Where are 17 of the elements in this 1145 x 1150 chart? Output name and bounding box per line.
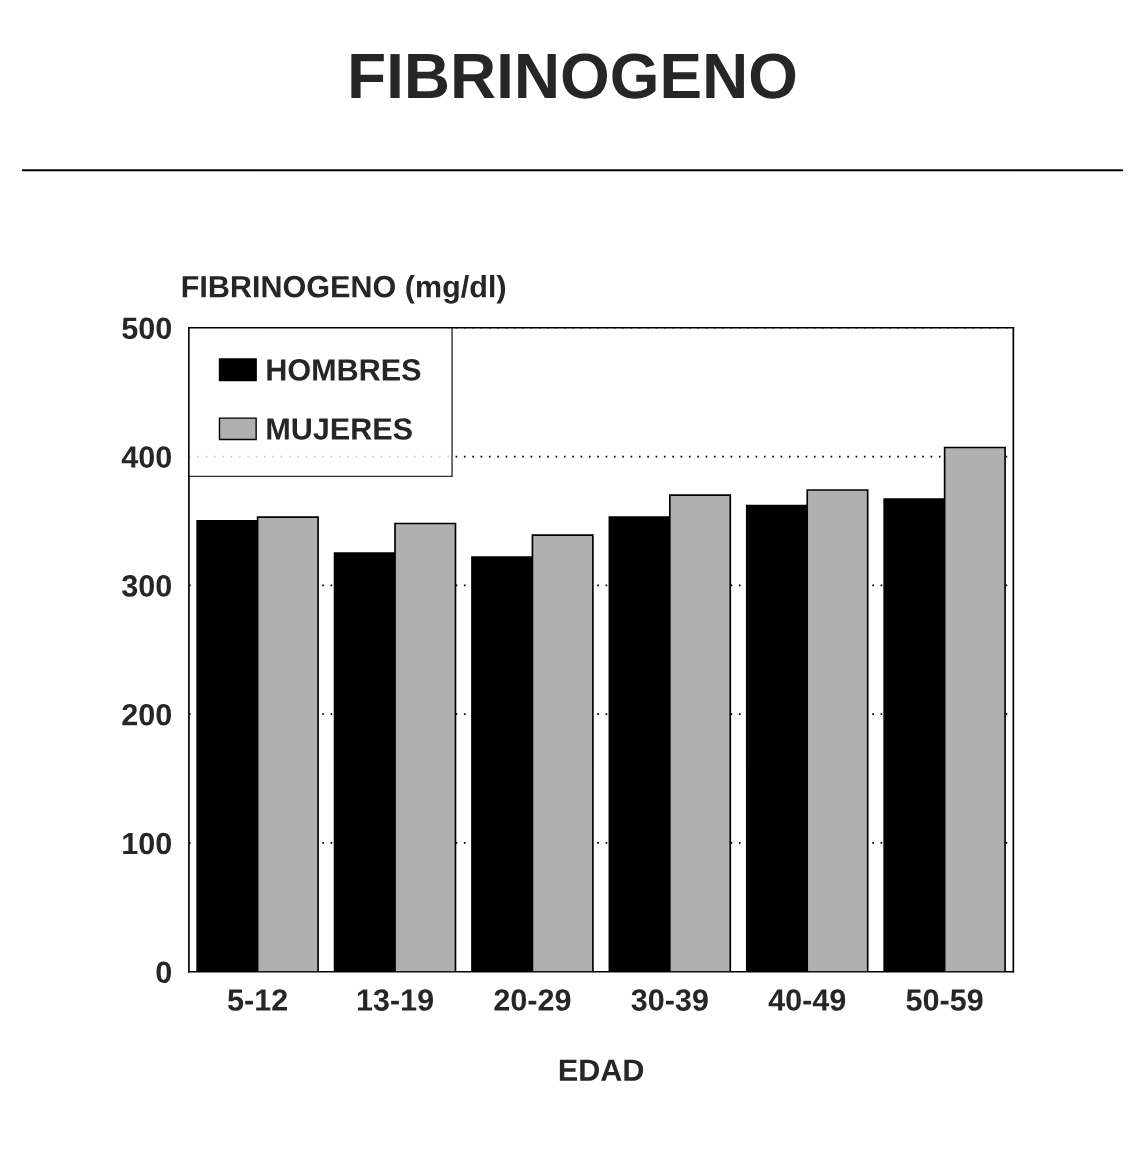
x-tick-label: 20-29 [494,989,571,1011]
x-tick-label: 30-39 [631,989,708,1011]
y-tick-label: 200 [122,703,172,726]
legend-label: MUJERES [267,418,412,440]
x-axis-title: EDAD [559,1059,644,1081]
y-tick-label: 300 [121,575,172,597]
y-tick-label: 0 [156,961,172,984]
y-tick-label: 500 [122,317,172,340]
x-tick-label: 40-49 [768,989,846,1011]
y-axis-title: FIBRINOGENO (mg/dl) [182,275,506,304]
y-tick-label: 400 [121,446,172,468]
y-tick-label: 100 [123,832,172,855]
x-tick-label: 13-19 [357,989,433,1011]
chart-title: FIBRINOGENO [351,53,796,99]
x-tick-label: 5-12 [227,989,287,1011]
x-tick-label: 50-59 [906,989,983,1011]
legend-label: HOMBRES [267,359,421,381]
